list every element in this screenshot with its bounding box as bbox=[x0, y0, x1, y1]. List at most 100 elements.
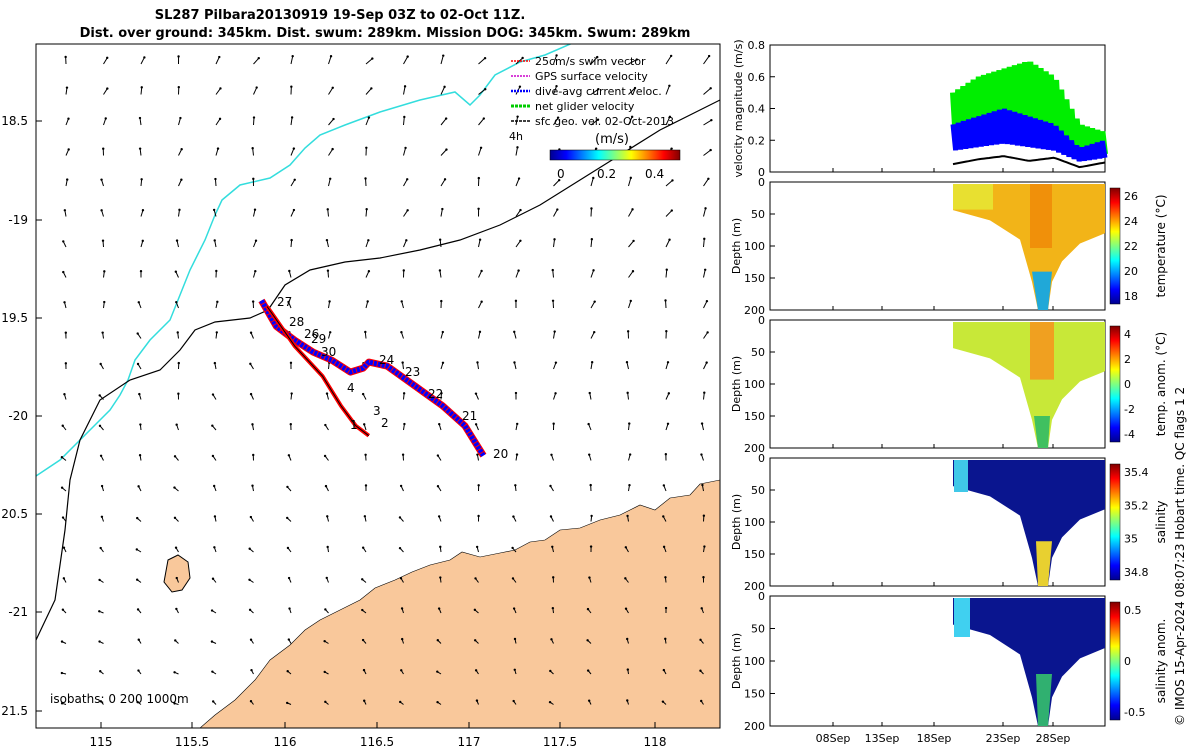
velocity-arrow-head bbox=[631, 270, 635, 273]
velocity-arrow-head bbox=[476, 361, 479, 364]
velocity-arrow-head bbox=[511, 546, 514, 550]
velocity-arrow-head bbox=[476, 453, 479, 456]
velocity-arrow-head bbox=[441, 361, 445, 364]
section-patch bbox=[1036, 541, 1052, 586]
velocity-arrow bbox=[590, 239, 593, 248]
velocity-arrow-head bbox=[102, 147, 105, 150]
velocity-arrow bbox=[478, 270, 483, 278]
panel-y-label: Depth (m) bbox=[730, 633, 743, 689]
velocity-arrow-head bbox=[626, 391, 629, 395]
colorbar-label: temp. anom. (°C) bbox=[1154, 332, 1168, 436]
velocity-arrow-head bbox=[67, 117, 70, 120]
velocity-arrow-head bbox=[628, 453, 632, 456]
colorbar-tick-label: 4 bbox=[1124, 328, 1131, 341]
velocity-arrow-head bbox=[664, 637, 667, 641]
map-x-tick-label: 118 bbox=[644, 735, 667, 749]
velocity-arrow-head bbox=[104, 117, 107, 120]
velocity-arrow-head bbox=[702, 514, 706, 517]
map-frame bbox=[35, 43, 721, 729]
velocity-arrow-head bbox=[174, 639, 177, 642]
panel-y-tick-label: 0 bbox=[758, 176, 765, 189]
velocity-arrow-head bbox=[60, 486, 64, 489]
velocity-arrow-head bbox=[99, 362, 102, 366]
velocity-arrow-head bbox=[173, 486, 176, 489]
velocity-arrow-head bbox=[211, 670, 214, 673]
velocity-arrow-head bbox=[400, 300, 403, 303]
velocity-arrow-head bbox=[143, 56, 146, 59]
velocity-arrow bbox=[253, 87, 258, 95]
velocity-arrow-head bbox=[100, 515, 104, 518]
velocity-arrow-head bbox=[438, 269, 442, 272]
time-axis-label: 28Sep bbox=[1036, 732, 1071, 745]
section-patch bbox=[1032, 271, 1052, 310]
velocity-arrow-head bbox=[177, 361, 180, 365]
velocity-arrow-head bbox=[631, 208, 634, 211]
map-colorbar bbox=[549, 149, 681, 161]
velocity-arrow-head bbox=[445, 148, 448, 151]
velocity-arrow-head bbox=[367, 116, 371, 119]
isobath-note: isobaths: 0 200 1000m bbox=[50, 692, 189, 706]
velocity-arrow-head bbox=[326, 208, 329, 211]
velocity-arrow-head bbox=[444, 117, 448, 120]
velocity-arrow-head bbox=[519, 239, 522, 243]
velocity-arrow-head bbox=[550, 453, 553, 456]
velocity-arrow-head bbox=[588, 453, 591, 456]
velocity-arrow-head bbox=[403, 115, 406, 119]
velocity-arrow-head bbox=[483, 56, 487, 60]
land-mass bbox=[199, 479, 720, 728]
track-blue bbox=[259, 299, 486, 457]
velocity-arrow-head bbox=[175, 607, 178, 611]
velocity-arrow-head bbox=[596, 118, 600, 121]
velocity-arrow-head bbox=[66, 178, 69, 181]
velocity-arrow bbox=[403, 86, 406, 95]
velocity-arrow-head bbox=[554, 392, 557, 395]
velocity-arrow-head bbox=[180, 148, 183, 151]
day-label: 3 bbox=[373, 404, 381, 418]
velocity-arrow-head bbox=[513, 330, 516, 334]
velocity-arrow-head bbox=[406, 55, 409, 58]
velocity-arrow-head bbox=[290, 392, 293, 395]
velocity-arrow-head bbox=[478, 330, 482, 334]
colorbar-tick-label: 20 bbox=[1124, 265, 1138, 278]
velocity-arrow-head bbox=[251, 423, 254, 426]
velocity-arrow bbox=[553, 117, 559, 126]
velocity-arrow-head bbox=[218, 55, 221, 59]
velocity-arrow-head bbox=[399, 484, 403, 488]
velocity-arrow-head bbox=[250, 668, 253, 672]
velocity-arrow-head bbox=[436, 639, 439, 642]
velocity-arrow-head bbox=[551, 606, 555, 610]
panel-colorbar bbox=[1109, 463, 1121, 581]
velocity-arrow-head bbox=[703, 391, 706, 394]
velocity-arrow-head bbox=[175, 576, 178, 580]
velocity-arrow bbox=[365, 209, 368, 217]
velocity-arrow-head bbox=[290, 116, 294, 119]
colorbar-tick-label: 35 bbox=[1124, 533, 1138, 546]
day-label: 24 bbox=[379, 353, 394, 367]
section-patch bbox=[1034, 416, 1050, 448]
section-fill bbox=[953, 322, 1105, 448]
velocity-arrow-head bbox=[443, 85, 446, 89]
time-axis-label: 08Sep bbox=[816, 732, 851, 745]
time-axis-label: 18Sep bbox=[917, 732, 952, 745]
velocity-arrow-head bbox=[293, 178, 296, 181]
velocity-arrow-head bbox=[141, 209, 145, 212]
velocity-arrow bbox=[328, 118, 334, 126]
day-label: 28 bbox=[289, 315, 304, 329]
velocity-arrow-head bbox=[593, 330, 596, 334]
section-patch bbox=[1030, 322, 1054, 380]
panel-y-tick-label: 150 bbox=[744, 410, 765, 423]
velocity-arrow-head bbox=[436, 454, 440, 457]
velocity-arrow bbox=[215, 56, 220, 65]
legend-label-gps: GPS surface velocity bbox=[535, 70, 648, 83]
velocity-arrow-head bbox=[325, 392, 329, 395]
velocity-arrow-head bbox=[398, 516, 402, 519]
velocity-arrow-head bbox=[668, 84, 671, 87]
legend-label-swim: 25cm/s swim vector bbox=[535, 55, 646, 68]
legend-label-geo: sfc geo. vel. 02-Oct-2013 bbox=[535, 115, 674, 128]
velocity-arrow bbox=[628, 87, 636, 95]
velocity-arrow-head bbox=[285, 701, 289, 705]
velocity-arrow-head bbox=[249, 362, 252, 366]
velocity-arrow-head bbox=[438, 238, 442, 241]
section-patch bbox=[1030, 184, 1052, 248]
